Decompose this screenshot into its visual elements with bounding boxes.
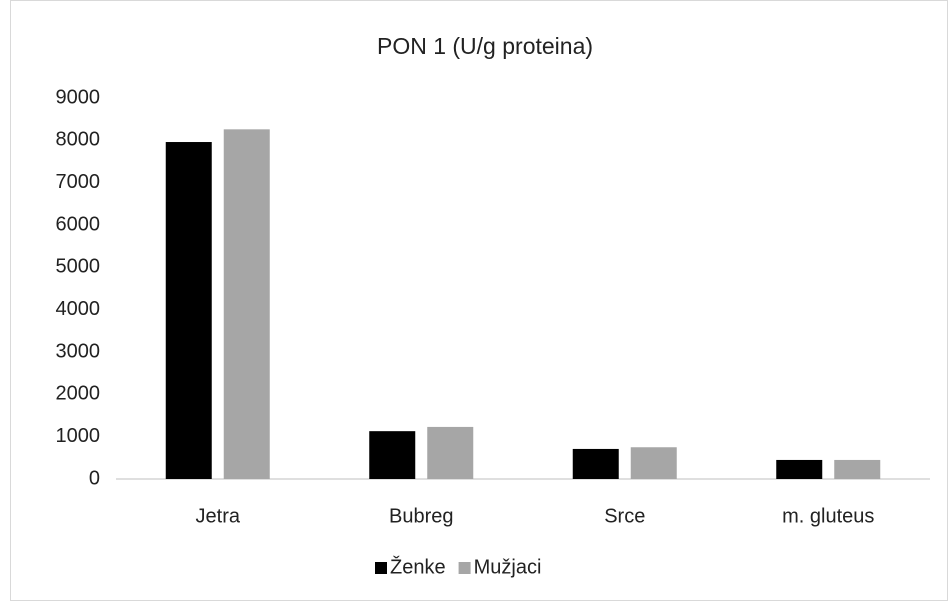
y-tick-label: 2000: [56, 383, 101, 405]
legend-label: Mužjaci: [474, 556, 542, 578]
y-tick-label: 4000: [56, 298, 101, 320]
bar: [572, 448, 619, 479]
bar: [776, 459, 823, 479]
bar: [223, 129, 270, 479]
y-tick-label: 9000: [56, 86, 101, 108]
x-tick-label: Bubreg: [389, 505, 454, 527]
x-tick-label: m. gluteus: [782, 505, 874, 527]
y-tick-label: 0: [89, 467, 100, 489]
y-tick-label: 1000: [56, 425, 101, 447]
bar: [427, 426, 474, 479]
y-tick-label: 7000: [56, 171, 101, 193]
legend-label: Ženke: [390, 555, 446, 578]
x-tick-label: Srce: [604, 505, 645, 527]
bar: [834, 459, 881, 479]
x-tick-label: Jetra: [196, 505, 241, 527]
bar: [369, 431, 416, 479]
chart-title: PON 1 (U/g proteina): [377, 33, 593, 59]
y-tick-label: 3000: [56, 340, 101, 362]
bar: [630, 447, 677, 479]
bar: [165, 142, 212, 479]
y-tick-label: 6000: [56, 213, 101, 235]
legend-swatch: [375, 562, 387, 574]
y-tick-label: 5000: [56, 256, 101, 278]
legend-swatch: [458, 562, 471, 574]
y-tick-label: 8000: [56, 129, 101, 151]
